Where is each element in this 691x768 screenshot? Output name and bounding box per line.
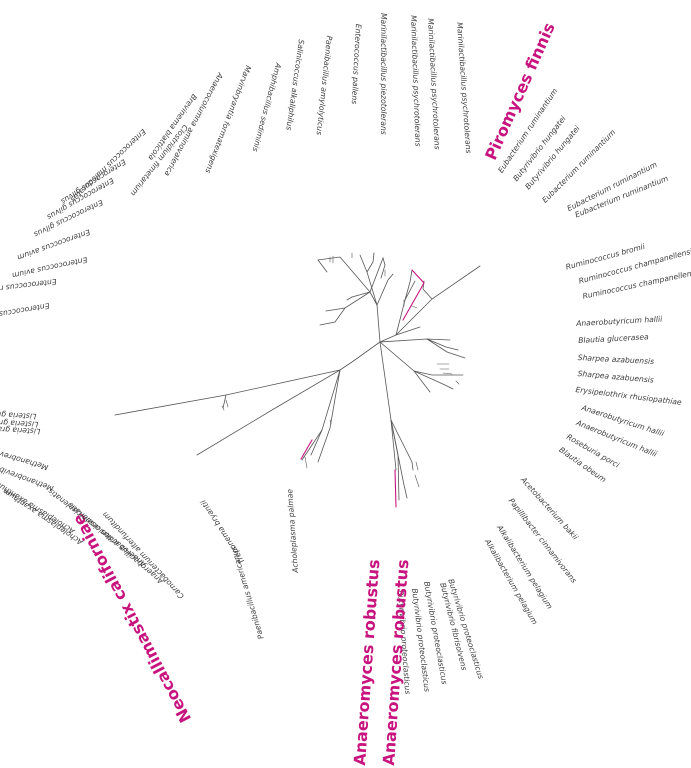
tree-tip [415, 461, 419, 471]
tree-tip [221, 405, 225, 411]
tree-branch-highlight [394, 469, 397, 508]
tree-tip [304, 456, 308, 469]
tree-branch [379, 341, 397, 471]
tree-tip [411, 305, 418, 309]
tree-branch [325, 291, 371, 312]
tree-branch [426, 338, 466, 359]
tree-branch [196, 369, 341, 456]
tree-branch [317, 369, 341, 463]
tree-tip [329, 419, 332, 425]
tree-branch [319, 307, 346, 326]
taxon-label: Listeria grayi [0, 424, 41, 436]
tree-branch [395, 265, 481, 336]
tree-tip [414, 474, 420, 488]
tree-tip [455, 380, 460, 385]
tree-branch [339, 341, 381, 371]
tree-branch [346, 291, 371, 301]
tree-tip [442, 372, 453, 375]
tree-branch [390, 419, 408, 499]
tree-branch [222, 394, 227, 409]
tree-branch [404, 269, 413, 301]
taxon-label: Marinilactibacillus piezotolerans [379, 13, 388, 135]
tree-branch [310, 429, 323, 456]
tree-branch [413, 370, 464, 376]
tree-branch [376, 273, 394, 306]
tree-branch [114, 369, 341, 416]
tree-branch [366, 252, 375, 273]
tree-branch [379, 341, 431, 393]
tree-branch-highlight [300, 439, 313, 460]
tree-branch [426, 338, 459, 351]
tree-branch [317, 256, 371, 293]
tree-branch [413, 370, 454, 390]
tree-branch [422, 280, 433, 300]
tree-branch [379, 338, 451, 343]
tree-branch [395, 280, 416, 336]
tree-branch [380, 264, 386, 279]
tree-branch [369, 256, 386, 293]
tree-branch [390, 419, 414, 471]
tree-branch [317, 259, 328, 273]
tree-tip [225, 399, 229, 408]
tree-branch-highlight [402, 269, 425, 321]
